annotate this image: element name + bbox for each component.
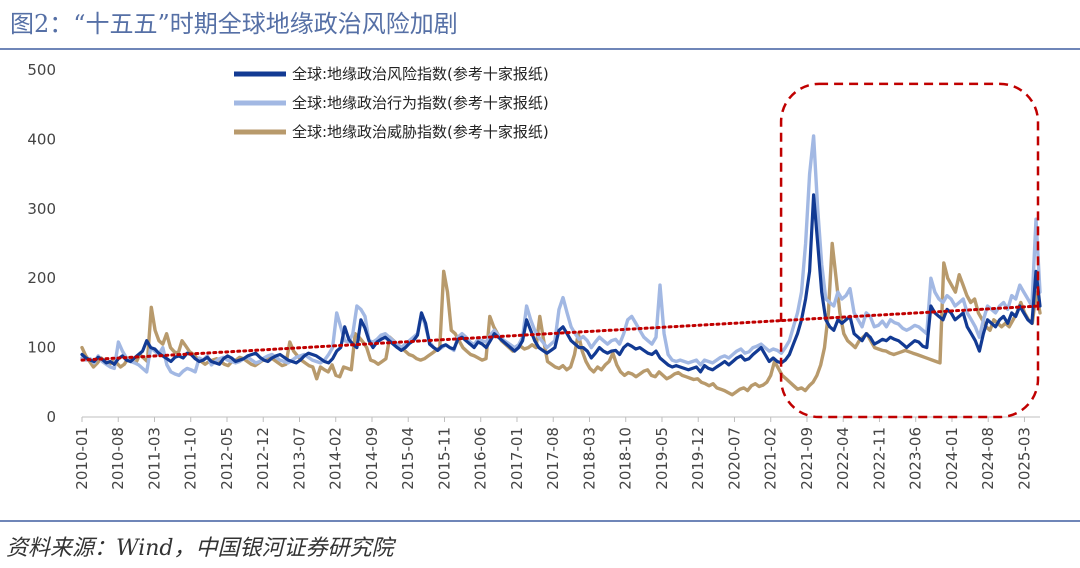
x-tick-label: 2012-05 <box>218 427 236 490</box>
x-tick-label: 2010-01 <box>73 427 91 490</box>
figure-title: 图2：“十五五”时期全球地缘政治风险加剧 <box>10 10 458 38</box>
series-layer <box>80 134 1042 397</box>
trend-layer <box>80 304 1042 362</box>
x-tick-label: 2021-02 <box>762 427 780 490</box>
series-line-threats-index <box>80 241 1042 397</box>
y-tick-label: 400 <box>27 130 56 148</box>
series-line-risk-index <box>80 193 1042 374</box>
bottom-rule <box>0 520 1080 522</box>
x-tick-label: 2025-03 <box>1015 427 1033 490</box>
x-tick-label: 2020-07 <box>725 427 743 490</box>
x-tick-label: 2017-08 <box>544 427 562 490</box>
x-tick-label: 2013-07 <box>290 427 308 490</box>
legend-label: 全球:地缘政治行为指数(参考十家报纸) <box>292 94 549 112</box>
x-tick-label: 2024-01 <box>943 427 961 490</box>
legend-item-risk-index: 全球:地缘政治风险指数(参考十家报纸) <box>234 65 549 83</box>
x-tick-label: 2019-12 <box>689 427 707 490</box>
x-tick-label: 2022-11 <box>870 427 888 490</box>
x-tick-label: 2014-02 <box>327 427 345 490</box>
x-tick-label: 2010-08 <box>109 427 127 490</box>
x-tick-label: 2017-01 <box>508 427 526 490</box>
x-axis: 2010-01 2010-08 2011-03 2011-10 2012-05 2012-… <box>73 416 1040 490</box>
x-tick-label: 2011-10 <box>182 427 200 490</box>
x-tick-label: 2021-09 <box>798 427 816 490</box>
x-tick-label: 2018-03 <box>580 427 598 490</box>
legend-label: 全球:地缘政治风险指数(参考十家报纸) <box>292 65 549 83</box>
y-tick-label: 100 <box>27 339 56 357</box>
highlight-layer <box>779 82 1040 419</box>
x-tick-label: 2023-06 <box>907 427 925 490</box>
x-tick-label: 2015-11 <box>435 427 453 490</box>
x-tick-label: 2018-10 <box>617 427 635 490</box>
x-tick-label: 2014-09 <box>363 427 381 490</box>
legend-label: 全球:地缘政治威胁指数(参考十家报纸) <box>292 123 549 141</box>
x-tick-label: 2011-03 <box>145 427 163 490</box>
x-tick-label: 2012-12 <box>254 427 272 490</box>
y-tick-label: 0 <box>46 408 56 426</box>
legend: 全球:地缘政治风险指数(参考十家报纸) 全球:地缘政治行为指数(参考十家报纸) 全球… <box>234 65 549 141</box>
y-tick-label: 200 <box>27 269 56 287</box>
top-rule <box>0 48 1080 50</box>
y-axis: 0 100 200 300 400 500 <box>27 61 56 426</box>
legend-item-acts-index: 全球:地缘政治行为指数(参考十家报纸) <box>234 94 549 112</box>
x-tick-label: 2016-06 <box>472 427 490 490</box>
x-tick-label: 2015-04 <box>399 427 417 490</box>
x-tick-label: 2024-08 <box>979 427 997 490</box>
source-note: 资料来源：Wind，中国银河证券研究院 <box>6 536 394 561</box>
y-tick-label: 500 <box>27 61 56 79</box>
x-tick-label: 2019-05 <box>653 427 671 490</box>
y-tick-label: 300 <box>27 200 56 218</box>
x-tick-label: 2022-04 <box>834 427 852 490</box>
highlight-region <box>779 82 1040 419</box>
legend-item-threats-index: 全球:地缘政治威胁指数(参考十家报纸) <box>234 123 549 141</box>
trend-line <box>80 304 1042 362</box>
